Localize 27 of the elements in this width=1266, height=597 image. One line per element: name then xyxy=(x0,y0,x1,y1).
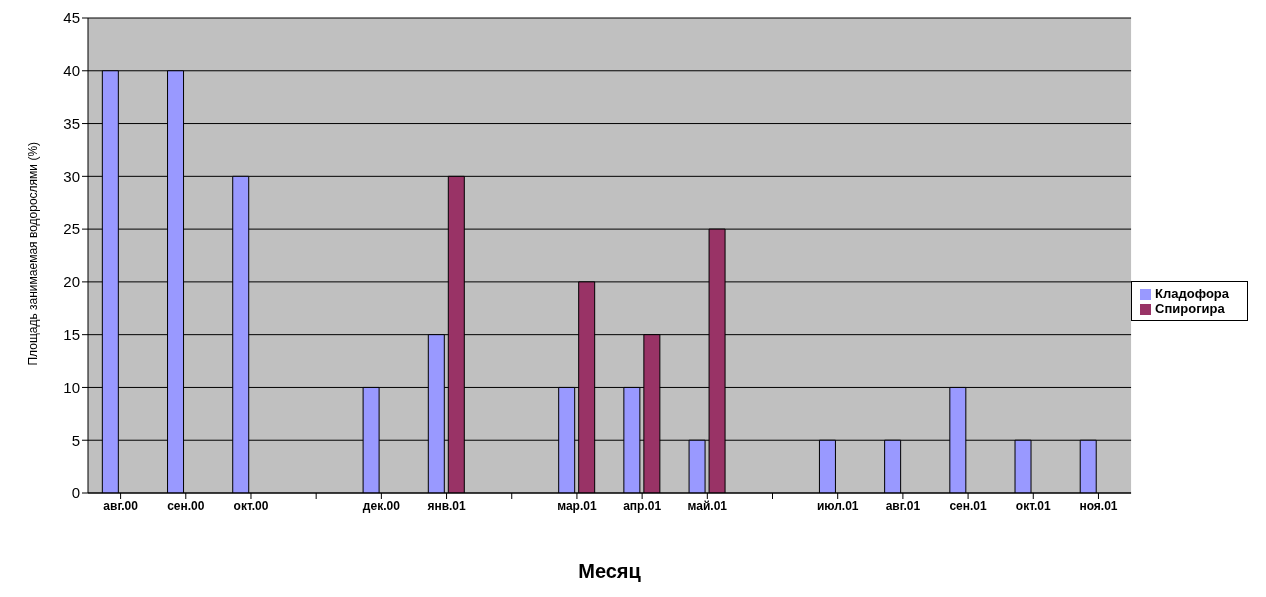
x-tick-label: окт.01 xyxy=(1015,498,1052,513)
y-tick-label: 25 xyxy=(63,220,80,238)
legend-label: Спирогира xyxy=(1155,300,1225,316)
x-axis-title: Месяц xyxy=(578,560,642,582)
x-tick-label: авг.00 xyxy=(103,498,139,513)
x-tick-label: ноя.01 xyxy=(1079,498,1118,513)
y-axis-title: Площадь занимаемая водорослями (%) xyxy=(26,141,41,366)
y-tick-label: 10 xyxy=(63,378,80,396)
y-tick-label: 45 xyxy=(63,9,80,27)
y-tick-label: 5 xyxy=(71,431,80,449)
x-tick-label: сен.00 xyxy=(167,498,205,513)
x-tick-label: окт.00 xyxy=(233,498,269,513)
x-tick-label: дек.00 xyxy=(362,498,401,513)
x-tick-label: авг.01 xyxy=(885,498,921,513)
x-tick-label: янв.01 xyxy=(427,498,467,513)
y-tick-label: 0 xyxy=(71,484,80,502)
y-tick-label: 40 xyxy=(63,62,80,80)
y-tick-label: 35 xyxy=(63,114,80,132)
y-tick-label: 15 xyxy=(63,325,80,343)
legend-label: Кладофора xyxy=(1155,285,1229,301)
x-tick-label: июл.01 xyxy=(816,498,859,513)
x-tick-label: май.01 xyxy=(687,498,728,513)
y-tick-label: 20 xyxy=(63,273,80,291)
x-tick-label: сен.01 xyxy=(949,498,988,513)
y-tick-label: 30 xyxy=(63,167,80,185)
x-tick-label: мар.01 xyxy=(557,498,597,513)
x-tick-label: апр.01 xyxy=(623,498,662,513)
